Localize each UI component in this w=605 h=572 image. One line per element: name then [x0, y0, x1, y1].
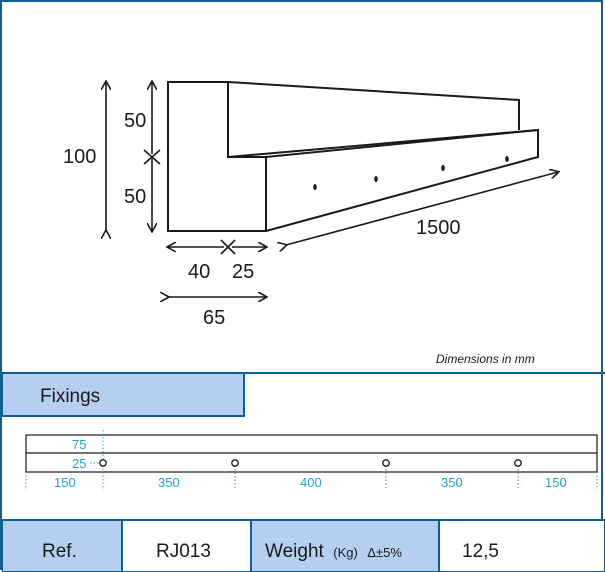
dimensions-note: Dimensions in mm [436, 352, 535, 366]
label-spacing-1: 150 [54, 475, 76, 490]
hole-mark [374, 176, 378, 182]
spec-table: Ref. RJ013 Weight (Kg) Δ±5% 12,5 [2, 519, 605, 572]
fixing-hole [514, 459, 522, 467]
length-arrow [286, 172, 558, 245]
label-height-lower: 50 [124, 186, 146, 208]
hole-mark [441, 165, 445, 171]
ref-value: RJ013 [156, 541, 211, 562]
hole-mark [313, 184, 317, 190]
label-width-right: 25 [232, 261, 254, 283]
label-spacing-5: 150 [545, 475, 567, 490]
fixings-plan: 75 25 150 350 400 350 150 [25, 430, 598, 490]
ref-label: Ref. [42, 541, 77, 562]
width-split-mark [220, 239, 236, 255]
label-height-total: 100 [63, 146, 96, 168]
fixings-header [2, 372, 245, 417]
weight-value-cell [438, 519, 605, 572]
weight-tolerance: Δ±5% [367, 545, 402, 560]
fixings-title: Fixings [40, 386, 100, 407]
dimension-lines [106, 82, 558, 297]
profile-lower-body [265, 128, 539, 232]
label-width-total: 65 [203, 307, 225, 329]
ref-label-cell [2, 519, 123, 572]
weight-label-group: Weight (Kg) Δ±5% [265, 541, 402, 562]
weight-unit: (Kg) [333, 545, 358, 560]
ref-value-cell [121, 519, 252, 572]
weight-label: Weight [265, 541, 325, 562]
profile-front-face [167, 81, 267, 232]
label-spacing-2: 350 [158, 475, 180, 490]
fixing-hole [231, 459, 239, 467]
label-height-upper: 50 [124, 110, 146, 132]
fixing-hole [99, 459, 107, 467]
label-length: 1500 [416, 217, 461, 239]
height-split-mark [143, 149, 161, 165]
weight-value: 12,5 [462, 541, 499, 562]
label-spacing-4: 350 [441, 475, 463, 490]
profile-drawing [167, 81, 539, 232]
fixing-hole [382, 459, 390, 467]
dimension-labels: 100 50 50 40 25 65 1500 Dimensions in mm [63, 110, 535, 366]
label-width-left: 40 [188, 261, 210, 283]
label-hole-offset: 25 [72, 456, 86, 471]
label-edge-offset: 75 [72, 437, 86, 452]
hole-mark [505, 156, 509, 162]
label-spacing-3: 400 [300, 475, 322, 490]
profile-upper-top [227, 81, 520, 130]
